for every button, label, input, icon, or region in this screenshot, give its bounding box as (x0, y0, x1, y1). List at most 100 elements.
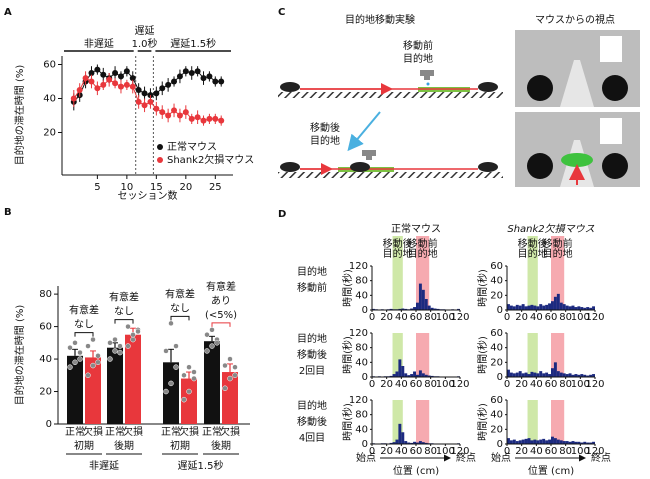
point (88, 78, 95, 85)
data-point (163, 348, 169, 354)
data-point (107, 340, 113, 346)
drop (426, 82, 430, 86)
data-point (107, 356, 113, 362)
y-tick-label: 40 (355, 290, 368, 301)
hist-bar (586, 442, 590, 444)
hist-bar (430, 307, 434, 310)
hist-bar (389, 442, 393, 444)
x-tick-label: 0 (504, 446, 510, 457)
bar (125, 334, 141, 424)
y-tick-label: 60 (490, 328, 503, 339)
data-point (130, 336, 136, 343)
x-tick-label: 40 (395, 379, 408, 390)
x-tick-label: 80 (559, 379, 572, 390)
data-point (135, 328, 141, 335)
category-label: 後期 (114, 439, 134, 452)
mouse (478, 162, 498, 172)
y-tick-label: 0 (497, 372, 503, 383)
series-line (73, 77, 222, 122)
y-tick-label: 80 (355, 276, 368, 287)
view-object (527, 153, 553, 179)
x-tick-label: 60 (410, 312, 423, 323)
data-point (125, 343, 131, 349)
hist-bar (421, 373, 425, 377)
x-tick-label: 20 (515, 312, 528, 323)
hist-bar (416, 302, 419, 310)
y-tick-label: 120 (349, 261, 368, 272)
x-tick-label: 120 (450, 446, 469, 457)
zone-label: 移動後 (518, 237, 548, 250)
y-tick-label: 60 (43, 60, 56, 71)
point (112, 80, 119, 87)
hist-bar (571, 374, 575, 377)
data-point (95, 359, 101, 366)
x-tick-label: 120 (585, 379, 604, 390)
target-zone (527, 400, 538, 444)
hist-bar (583, 307, 587, 310)
hist-bar (583, 441, 587, 444)
data-point (85, 343, 91, 349)
point (171, 107, 178, 114)
view-logo (600, 118, 622, 144)
x-tick-label: 100 (436, 446, 455, 457)
series-label: 正常 (105, 425, 125, 438)
target-zone (527, 236, 538, 310)
x-tick-label: 80 (559, 312, 572, 323)
x-tick-label: 40 (530, 312, 543, 323)
data-point (186, 364, 192, 370)
zone-label: 目的地 (383, 247, 413, 260)
hist-bar (530, 440, 534, 444)
data-point (191, 369, 197, 375)
sig-label: なし (170, 302, 190, 314)
hist-bar (539, 304, 543, 310)
x-tick-label: 0 (369, 379, 375, 390)
data-point (232, 364, 238, 370)
hist-bar (553, 362, 557, 377)
data-point (117, 349, 123, 356)
x-tick-label: 60 (545, 379, 558, 390)
x-tick-label: 100 (436, 379, 455, 390)
sig-label: 有意差 (69, 304, 99, 317)
point (141, 90, 148, 97)
diagram-title: マウスからの視点 (535, 13, 615, 26)
zone-label: 移動前 (408, 237, 438, 250)
point (94, 66, 101, 73)
hist-bar (524, 372, 528, 377)
hist-bar (577, 441, 581, 444)
point (141, 102, 148, 109)
series-label: 欠損 (179, 425, 199, 438)
point (212, 115, 219, 122)
point (106, 76, 113, 83)
data-point (222, 385, 228, 392)
point (188, 115, 195, 122)
point (147, 98, 154, 105)
point (88, 70, 95, 76)
hist-bar (512, 306, 516, 310)
point (153, 105, 160, 112)
sig-label: (<5%) (205, 310, 237, 321)
sig-bracket (74, 332, 94, 337)
hist-bar (416, 374, 419, 377)
hist-bar (586, 307, 590, 310)
point (206, 115, 213, 122)
data-point (125, 323, 131, 330)
panel-label: A (4, 7, 12, 18)
point (123, 81, 130, 88)
hist-bar (536, 373, 540, 377)
x-tick-label: 40 (395, 312, 408, 323)
hist-bar (556, 439, 560, 444)
hist-bar (418, 370, 422, 377)
panel-label: B (4, 207, 12, 218)
hist-bar (533, 305, 537, 310)
hist-bar (533, 439, 537, 444)
bar (181, 378, 197, 424)
y-axis-label: 時間(秒) (341, 269, 354, 307)
hist-bar (536, 306, 540, 310)
hist-bar (433, 308, 437, 310)
data-point (209, 343, 215, 349)
point (182, 109, 189, 116)
sig-label: なし (74, 319, 94, 331)
y-tick-label: 0 (46, 419, 52, 430)
row-label: 4回目 (299, 432, 325, 444)
hist-bar (413, 441, 416, 444)
